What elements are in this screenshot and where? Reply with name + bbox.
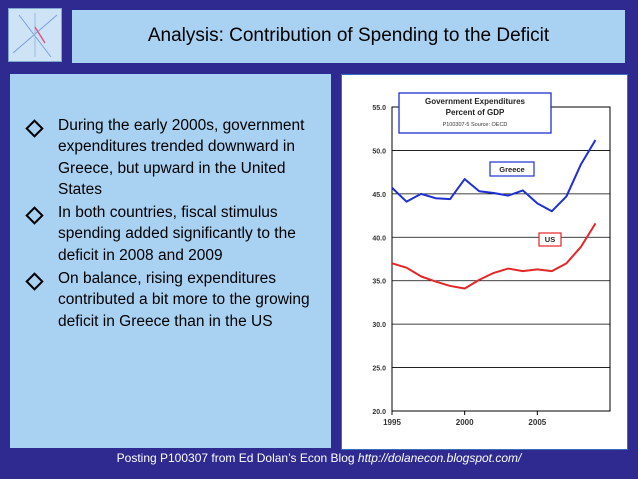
y-tick-label: 40.0 [372,235,386,242]
diamond-bullet-icon [25,272,44,291]
thumbnail-graphic [12,13,58,58]
plot-area [391,106,611,412]
x-tick-label: 2005 [528,418,546,427]
title-bar: Analysis: Contribution of Spending to th… [72,10,625,63]
footer: Posting P100307 from Ed Dolan’s Econ Blo… [0,451,638,465]
bullet-text: During the early 2000s, government expen… [58,117,305,198]
chart-subtitle: Percent of GDP [446,108,505,117]
legend-label-us: US [545,235,555,244]
y-tick-label: 55.0 [372,105,386,112]
y-tick-label: 30.0 [372,322,386,329]
diamond-bullet-icon [25,206,44,225]
y-tick-label: 35.0 [372,279,386,286]
y-tick-label: 20.0 [372,409,386,416]
footer-text: Posting P100307 from Ed Dolan’s Econ Blo… [116,451,358,465]
y-tick-label: 25.0 [372,366,386,373]
series-line-greece [391,139,597,213]
y-tick-label: 50.0 [372,148,386,155]
chart-title-box [398,92,552,134]
bullet-text: On balance, rising expenditures contribu… [58,270,310,330]
legend-label-greece: Greece [499,165,524,174]
chart-panel: 20.0 25.0 30.0 35.0 40.0 45.0 50.0 55.0 1995 2000… [341,74,628,450]
footer-url: http://dolanecon.blogspot.com/ [357,451,522,465]
x-tick-label: 2000 [456,418,474,427]
diamond-bullet-icon [25,119,44,138]
legend-box-us [538,232,562,247]
bullet-list: During the early 2000s, government expen… [22,115,322,334]
x-tick-label: 1995 [383,418,401,427]
bullet-item: In both countries, fiscal stimulus spend… [22,202,322,266]
series-line-us [391,222,597,290]
bullet-panel: During the early 2000s, government expen… [10,74,331,448]
legend-box-greece [489,161,535,177]
chart-title: Government Expenditures [425,97,526,106]
y-tick-label: 45.0 [372,192,386,199]
bullet-item: During the early 2000s, government expen… [22,115,322,200]
slide-title: Analysis: Contribution of Spending to th… [147,25,550,46]
thumbnail-image [8,8,62,62]
chart-svg: 20.0 25.0 30.0 35.0 40.0 45.0 50.0 55.0 1995 2000… [372,92,611,427]
bullet-item: On balance, rising expenditures contribu… [22,268,322,332]
bullet-text: In both countries, fiscal stimulus spend… [58,204,296,264]
chart-source: P100307-5 Source: OECD [443,122,508,128]
